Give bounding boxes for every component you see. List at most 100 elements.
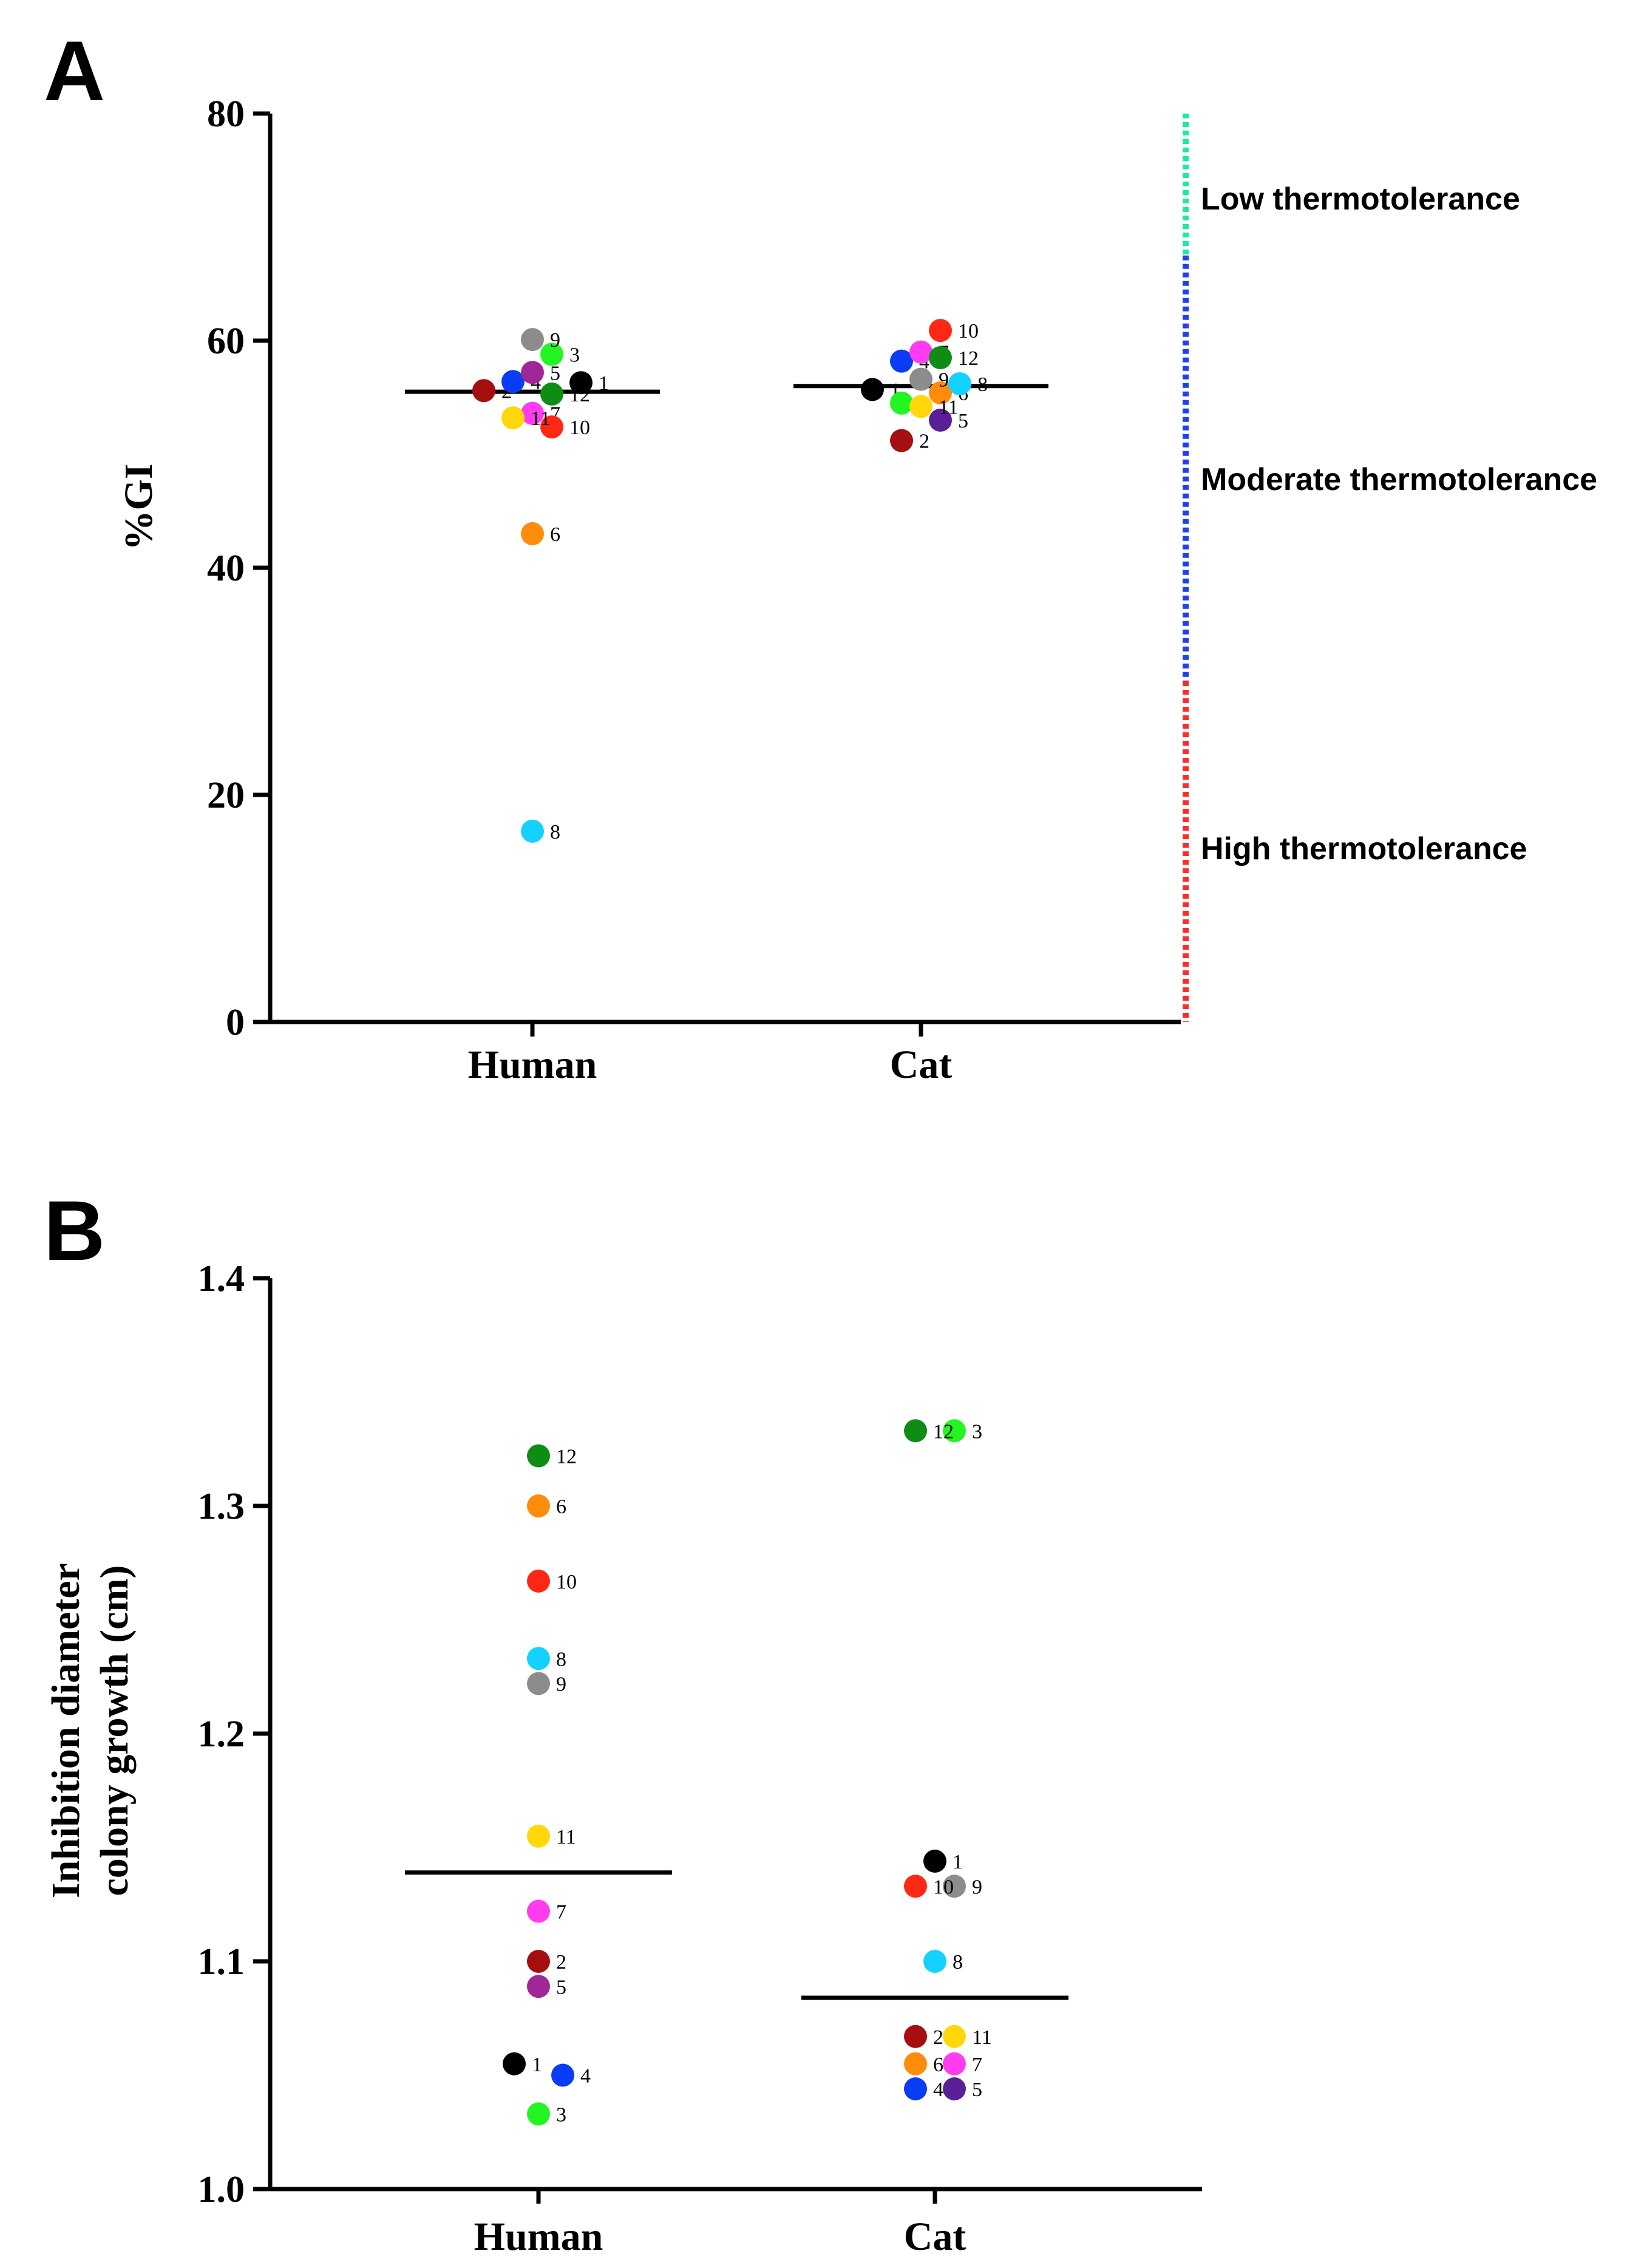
data-point-human-6 <box>527 1494 550 1517</box>
data-point-cat-9 <box>909 367 932 391</box>
data-point-human-1 <box>503 2052 526 2076</box>
data-point-label: 5 <box>972 2079 982 2101</box>
data-point-cat-12 <box>904 1419 927 1443</box>
data-point-label: 4 <box>580 2065 591 2088</box>
data-point-label: 7 <box>556 1901 566 1924</box>
y-tick-label: 40 <box>207 548 245 589</box>
data-point-cat-11 <box>909 395 932 418</box>
data-point-label: 12 <box>569 384 590 406</box>
data-point-label: 12 <box>958 347 979 370</box>
data-point-cat-8 <box>923 1950 946 1973</box>
data-point-human-4 <box>501 370 525 393</box>
data-point-cat-5 <box>943 2077 966 2100</box>
data-point-human-9 <box>521 328 544 352</box>
data-point-human-5 <box>527 1975 550 1998</box>
data-point-cat-6 <box>929 381 952 405</box>
data-point-cat-1 <box>861 378 884 401</box>
data-point-human-12 <box>540 382 563 406</box>
panel-b-axes <box>268 1278 1202 2191</box>
x-tick-label-cat: Cat <box>904 2215 966 2259</box>
data-point-label: 4 <box>933 2079 943 2101</box>
data-point-label: 8 <box>556 1648 566 1670</box>
panel-a-y-label: %GI <box>117 463 161 550</box>
data-point-cat-7 <box>943 2052 966 2076</box>
data-point-cat-6 <box>904 2052 927 2076</box>
data-point-label: 11 <box>531 407 551 430</box>
data-point-human-10 <box>527 1569 550 1593</box>
data-point-label: 7 <box>972 2054 982 2076</box>
data-point-human-4 <box>551 2063 574 2087</box>
data-point-human-1 <box>569 371 593 395</box>
data-point-label: 6 <box>550 523 560 546</box>
data-point-cat-10 <box>929 319 952 342</box>
data-point-cat-5 <box>929 408 952 432</box>
data-point-label: 11 <box>972 2026 992 2049</box>
data-point-cat-8 <box>948 372 971 396</box>
panel-a-y-ticks: 0 20 40 60 80 <box>207 94 270 1043</box>
moderate-thermotolerance-label: Moderate thermotolerance <box>1201 462 1597 497</box>
data-point-human-5 <box>521 361 544 384</box>
x-tick-label-human: Human <box>474 2215 603 2259</box>
data-point-label: 3 <box>972 1420 982 1443</box>
data-point-label: 1 <box>953 1851 963 1873</box>
data-point-label: 6 <box>933 2054 943 2076</box>
data-point-cat-10 <box>904 1875 927 1898</box>
data-point-label: 9 <box>556 1674 566 1696</box>
data-point-human-9 <box>527 1672 550 1695</box>
data-point-human-8 <box>521 819 544 843</box>
panel-b-x-ticks: Human Cat <box>474 2189 966 2259</box>
panel-a-axes <box>268 114 1181 1024</box>
data-point-label: 2 <box>556 1951 566 1973</box>
panel-b: B 1.0 1.1 1.2 1.3 1.4 Human Cat Inhibition di… <box>44 1183 1202 2259</box>
y-tick-label: 1.2 <box>198 1714 245 1755</box>
data-point-cat-4 <box>890 349 913 373</box>
data-point-human-12 <box>527 1444 550 1468</box>
data-point-label: 10 <box>556 1571 577 1593</box>
data-point-cat-2 <box>904 2025 927 2048</box>
data-point-human-11 <box>501 406 525 430</box>
data-point-label: 1 <box>599 372 609 395</box>
data-point-label: 2 <box>933 2026 943 2049</box>
y-tick-label: 60 <box>207 321 245 362</box>
data-point-label: 12 <box>933 1420 954 1443</box>
data-point-human-7 <box>527 1899 550 1923</box>
data-point-cat-4 <box>904 2077 927 2100</box>
y-tick-label: 1.0 <box>198 2169 245 2210</box>
y-tick-label: 1.3 <box>198 1486 245 1527</box>
y-tick-label: 1.4 <box>198 1258 245 1299</box>
data-point-label: 5 <box>550 362 560 384</box>
data-point-label: 11 <box>939 396 959 418</box>
data-point-label: 2 <box>919 431 929 453</box>
data-point-human-3 <box>540 342 563 366</box>
panel-b-medians <box>405 1870 1068 2000</box>
x-tick-label-cat: Cat <box>890 1043 953 1087</box>
y-tick-label: 80 <box>207 94 245 135</box>
data-point-cat-9 <box>943 1875 966 1898</box>
data-point-label: 11 <box>556 1826 576 1848</box>
data-point-human-10 <box>540 415 563 439</box>
data-point-label: 9 <box>972 1876 982 1898</box>
panel-b-y-label-line-2: colony growth (cm) <box>92 1565 137 1896</box>
data-point-label: 3 <box>556 2103 566 2126</box>
data-point-label: 1 <box>532 2054 542 2076</box>
low-thermotolerance-label: Low thermotolerance <box>1201 182 1520 217</box>
data-point-label: 9 <box>550 329 560 352</box>
thermotolerance-scale: Low thermotolerance Moderate thermotoler… <box>1183 114 1597 1022</box>
data-point-human-11 <box>527 1824 550 1848</box>
data-point-human-2 <box>472 379 495 403</box>
data-point-cat-2 <box>890 429 913 452</box>
y-tick-label: 0 <box>226 1002 245 1043</box>
data-point-label: 10 <box>958 320 979 342</box>
x-tick-label-human: Human <box>468 1043 597 1087</box>
panel-b-y-label-line-1: Inhibition diameter <box>44 1563 88 1898</box>
data-point-cat-3 <box>890 391 913 415</box>
panel-a-letter: A <box>44 23 105 118</box>
data-point-human-2 <box>527 1950 550 1973</box>
data-point-cat-1 <box>923 1850 946 1873</box>
data-point-human-6 <box>521 522 544 545</box>
data-point-cat-3 <box>943 1419 966 1443</box>
data-point-human-3 <box>527 2102 550 2126</box>
data-point-label: 8 <box>953 1951 963 1973</box>
